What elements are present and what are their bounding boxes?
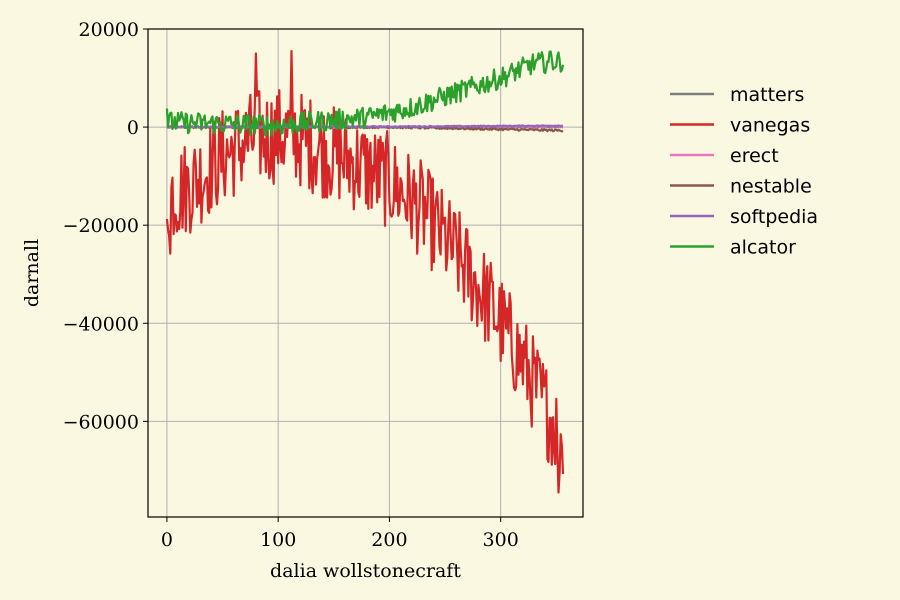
x-tick-label: 0: [161, 529, 173, 551]
axes-frame: [147, 28, 584, 518]
legend-label-erect: erect: [730, 145, 779, 167]
legend-label-matters: matters: [730, 84, 804, 106]
series-line-vanegas: [165, 49, 565, 494]
x-tick-label: 200: [371, 529, 407, 551]
ticks: 0 100 200 300 20000 0 −20000 −40000 −60000: [63, 19, 519, 551]
y-tick-label: −40000: [63, 313, 139, 335]
y-tick-label: −60000: [63, 411, 139, 433]
grid-lines: [148, 28, 583, 517]
legend-label-softpedia: softpedia: [730, 206, 818, 228]
y-axis-label: darnall: [21, 239, 43, 307]
x-tick-label: 300: [483, 529, 519, 551]
legend-label-alcator: alcator: [730, 237, 796, 259]
x-tick-label: 100: [260, 529, 296, 551]
series-lines: [165, 49, 565, 494]
y-tick-label: −20000: [63, 215, 139, 237]
series-line-alcator: [165, 50, 565, 137]
legend-label-nestable: nestable: [730, 176, 812, 198]
y-tick-label: 20000: [79, 19, 139, 41]
legend-label-vanegas: vanegas: [730, 115, 810, 137]
y-tick-label: 0: [127, 117, 139, 139]
x-axis-label: dalia wollstonecraft: [270, 560, 461, 582]
legend: matters vanegas erect nestable softpedia alca…: [670, 84, 818, 259]
